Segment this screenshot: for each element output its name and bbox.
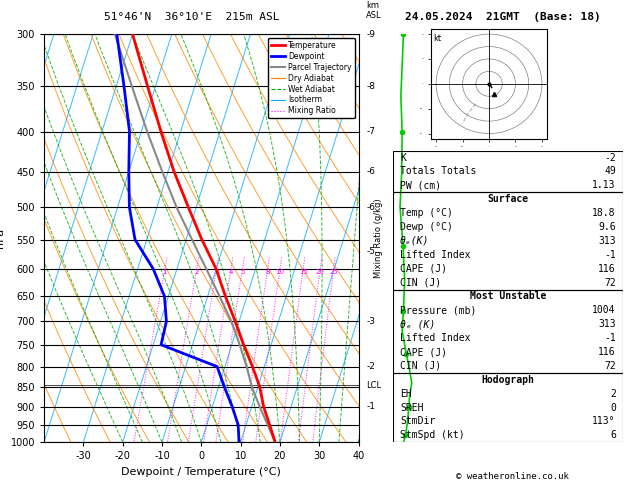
Text: PW (cm): PW (cm): [400, 180, 441, 191]
Text: 1: 1: [163, 269, 167, 275]
Text: Surface: Surface: [487, 194, 528, 204]
Text: 1004: 1004: [593, 305, 616, 315]
Text: 9.6: 9.6: [598, 222, 616, 232]
Text: StmDir: StmDir: [400, 417, 435, 426]
Text: θₑ (K): θₑ (K): [400, 319, 435, 329]
Text: Mixing Ratio (g/kg): Mixing Ratio (g/kg): [374, 198, 384, 278]
Legend: Temperature, Dewpoint, Parcel Trajectory, Dry Adiabat, Wet Adiabat, Isotherm, Mi: Temperature, Dewpoint, Parcel Trajectory…: [269, 38, 355, 119]
Text: Hodograph: Hodograph: [481, 375, 535, 385]
Bar: [393, 192, 623, 290]
Bar: [393, 151, 623, 192]
Text: 25: 25: [329, 269, 338, 275]
Text: Lifted Index: Lifted Index: [400, 250, 470, 260]
X-axis label: Dewpoint / Temperature (°C): Dewpoint / Temperature (°C): [121, 467, 281, 477]
Text: -1: -1: [366, 402, 376, 411]
Text: -9: -9: [366, 30, 376, 38]
Text: θₑ(K): θₑ(K): [400, 236, 430, 246]
Text: km
ASL: km ASL: [366, 1, 382, 20]
Text: 51°46'N  36°10'E  215m ASL: 51°46'N 36°10'E 215m ASL: [104, 12, 280, 22]
Text: -1: -1: [604, 250, 616, 260]
Y-axis label: hPa: hPa: [0, 228, 5, 248]
Text: Dewp (°C): Dewp (°C): [400, 222, 453, 232]
Text: kt: kt: [433, 34, 442, 43]
Text: 15: 15: [299, 269, 308, 275]
Text: CAPE (J): CAPE (J): [400, 264, 447, 274]
Text: 20: 20: [316, 269, 325, 275]
Text: 72: 72: [604, 278, 616, 288]
Text: 5: 5: [240, 269, 245, 275]
Text: 10: 10: [276, 269, 284, 275]
Bar: [393, 373, 623, 442]
Text: 113°: 113°: [593, 417, 616, 426]
Text: CAPE (J): CAPE (J): [400, 347, 447, 357]
Text: Temp (°C): Temp (°C): [400, 208, 453, 218]
Text: CIN (J): CIN (J): [400, 361, 441, 371]
Text: 116: 116: [598, 347, 616, 357]
Text: -6: -6: [366, 203, 376, 212]
Text: StmSpd (kt): StmSpd (kt): [400, 430, 465, 440]
Text: Most Unstable: Most Unstable: [470, 292, 546, 301]
Text: 24.05.2024  21GMT  (Base: 18): 24.05.2024 21GMT (Base: 18): [405, 12, 601, 22]
Text: 49: 49: [604, 167, 616, 176]
Text: 313: 313: [598, 236, 616, 246]
Text: 18.8: 18.8: [593, 208, 616, 218]
Text: Pressure (mb): Pressure (mb): [400, 305, 476, 315]
Text: 6: 6: [610, 430, 616, 440]
Text: 0: 0: [610, 402, 616, 413]
Text: 2: 2: [194, 269, 199, 275]
Text: -2: -2: [366, 362, 376, 371]
Text: © weatheronline.co.uk: © weatheronline.co.uk: [456, 472, 569, 481]
Text: 4: 4: [229, 269, 233, 275]
Text: 116: 116: [598, 264, 616, 274]
Bar: [393, 290, 623, 373]
Text: EH: EH: [400, 389, 412, 399]
Text: 72: 72: [604, 361, 616, 371]
Text: Totals Totals: Totals Totals: [400, 167, 476, 176]
Text: 8: 8: [265, 269, 270, 275]
Text: -8: -8: [366, 82, 376, 91]
Text: Lifted Index: Lifted Index: [400, 333, 470, 343]
Text: LCL: LCL: [366, 381, 382, 390]
Text: -1: -1: [604, 333, 616, 343]
Text: -7: -7: [366, 127, 376, 136]
Text: -6: -6: [366, 167, 376, 176]
Text: CIN (J): CIN (J): [400, 278, 441, 288]
Text: 3: 3: [214, 269, 219, 275]
Text: 1.13: 1.13: [593, 180, 616, 191]
Text: -2: -2: [604, 153, 616, 163]
Text: SREH: SREH: [400, 402, 423, 413]
Text: 2: 2: [610, 389, 616, 399]
Text: 313: 313: [598, 319, 616, 329]
Text: -3: -3: [366, 317, 376, 326]
Text: K: K: [400, 153, 406, 163]
Text: -5: -5: [366, 247, 376, 256]
